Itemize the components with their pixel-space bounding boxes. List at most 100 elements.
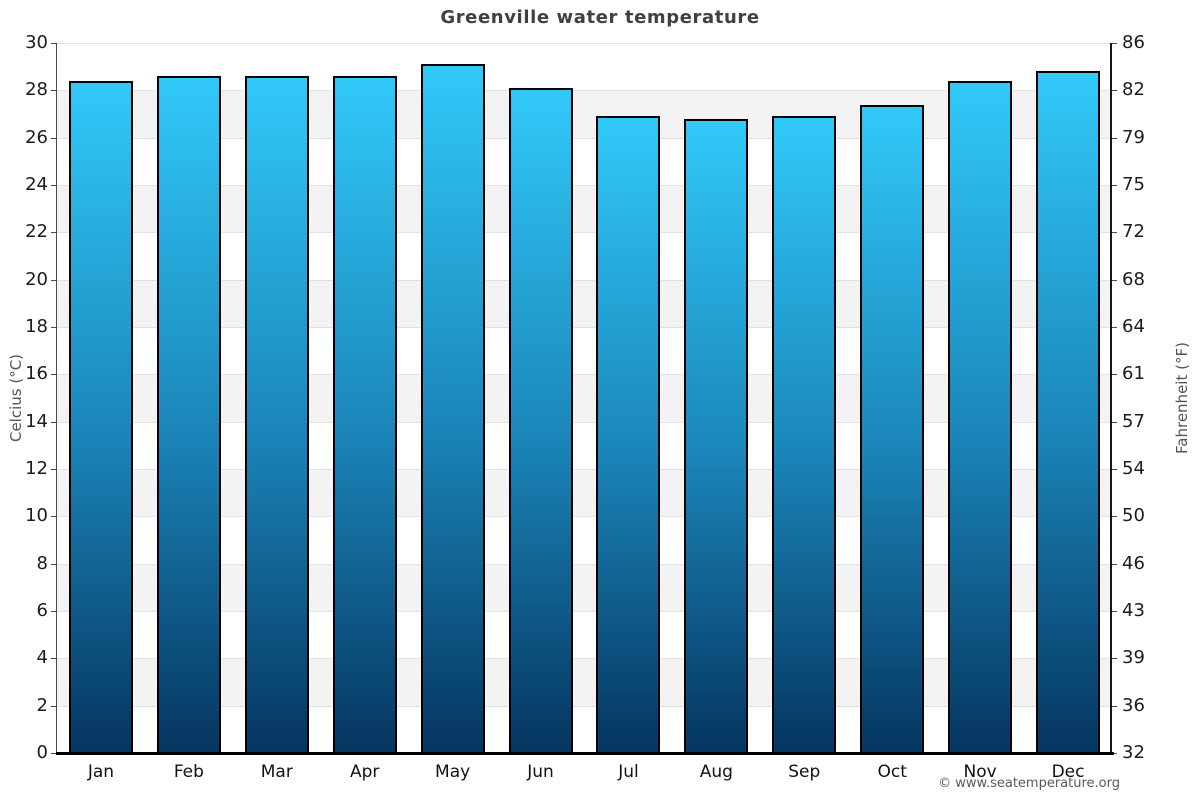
grid-band	[57, 90, 1112, 138]
y-axis-left-line	[56, 43, 57, 753]
y-tick-left-8: 8	[36, 552, 48, 574]
y-tick-left-12: 12	[25, 458, 48, 479]
x-tick-mar: Mar	[260, 762, 293, 782]
tick-left	[51, 138, 56, 139]
gridline	[57, 232, 1112, 233]
y-tick-left-18: 18	[25, 316, 48, 337]
bar-dec	[1036, 71, 1101, 753]
grid-band	[57, 658, 1112, 706]
y-tick-right-32: 32	[1122, 742, 1145, 763]
tick-right	[1112, 43, 1117, 44]
y-tick-right-54: 54	[1122, 458, 1145, 479]
gridline	[57, 658, 1112, 659]
y-tick-left-26: 26	[25, 126, 48, 148]
y-tick-left-20: 20	[25, 268, 48, 290]
y-tick-left-10: 10	[25, 505, 48, 527]
bar-jul	[596, 116, 661, 753]
tick-right	[1112, 138, 1117, 139]
gridline	[57, 43, 1112, 44]
tick-right	[1112, 469, 1117, 470]
gridline	[57, 90, 1112, 91]
y-tick-right-82: 82	[1122, 79, 1145, 101]
tick-left	[51, 43, 56, 44]
y-tick-right-50: 50	[1122, 505, 1145, 527]
tick-left	[51, 374, 56, 375]
tick-left	[51, 469, 56, 470]
y-tick-left-4: 4	[36, 647, 48, 669]
y-axis-right-line	[1110, 43, 1112, 753]
y-tick-right-61: 61	[1122, 363, 1145, 385]
chart-title: Greenville water temperature	[440, 7, 760, 28]
y-axis-right-title: Fahrenheit (°F)	[1173, 342, 1192, 454]
bar-mar	[244, 76, 309, 753]
bar-feb	[156, 76, 221, 753]
grid-band	[57, 374, 1112, 422]
x-axis-line	[56, 752, 1114, 755]
y-tick-right-46: 46	[1122, 552, 1145, 574]
y-tick-right-75: 75	[1122, 174, 1145, 195]
gridline	[57, 564, 1112, 565]
tick-left	[51, 185, 56, 186]
tick-right	[1112, 280, 1117, 281]
gridline	[57, 374, 1112, 375]
y-tick-left-28: 28	[25, 79, 48, 101]
x-tick-dec: Dec	[1051, 762, 1085, 782]
gridline	[57, 138, 1112, 139]
y-tick-right-36: 36	[1122, 694, 1145, 716]
x-tick-jun: Jun	[527, 762, 554, 782]
y-tick-left-24: 24	[25, 174, 48, 195]
bar-nov	[948, 81, 1013, 753]
bar-jun	[508, 88, 573, 753]
grid-band	[57, 279, 1112, 327]
x-tick-nov: Nov	[963, 762, 997, 782]
tick-left	[51, 232, 56, 233]
y-tick-left-22: 22	[25, 221, 48, 243]
gridline	[57, 516, 1112, 517]
gridline	[57, 706, 1112, 707]
gridline	[57, 280, 1112, 281]
tick-left	[51, 516, 56, 517]
gridline	[57, 327, 1112, 328]
tick-right	[1112, 564, 1117, 565]
y-tick-left-14: 14	[25, 410, 48, 432]
x-tick-may: May	[435, 762, 471, 782]
tick-right	[1112, 185, 1117, 186]
bar-may	[420, 64, 485, 753]
x-tick-oct: Oct	[877, 762, 907, 782]
y-tick-left-0: 0	[36, 742, 48, 763]
tick-left	[51, 658, 56, 659]
tick-right	[1112, 753, 1117, 754]
tick-left	[51, 706, 56, 707]
plot-area	[57, 43, 1112, 753]
tick-left	[51, 280, 56, 281]
tick-right	[1112, 90, 1117, 91]
y-tick-left-2: 2	[36, 694, 48, 716]
x-tick-apr: Apr	[349, 762, 380, 782]
gridline	[57, 422, 1112, 423]
gridline	[57, 611, 1112, 612]
tick-left	[51, 753, 56, 754]
tick-right	[1112, 232, 1117, 233]
x-tick-jan: Jan	[87, 762, 115, 782]
bar-oct	[860, 105, 925, 753]
y-tick-left-30: 30	[25, 32, 48, 53]
bar-jan	[68, 81, 133, 753]
x-tick-sep: Sep	[788, 762, 821, 782]
tick-right	[1112, 374, 1117, 375]
grid-band	[57, 469, 1112, 517]
y-tick-right-72: 72	[1122, 221, 1145, 243]
y-tick-left-16: 16	[25, 363, 48, 385]
y-tick-left-6: 6	[36, 600, 48, 621]
tick-left	[51, 90, 56, 91]
tick-left	[51, 564, 56, 565]
tick-right	[1112, 422, 1117, 423]
y-tick-right-39: 39	[1122, 647, 1145, 669]
gridline	[57, 185, 1112, 186]
y-tick-right-57: 57	[1122, 410, 1145, 432]
tick-left	[51, 422, 56, 423]
tick-right	[1112, 706, 1117, 707]
tick-right	[1112, 327, 1117, 328]
gridline	[57, 469, 1112, 470]
y-tick-right-79: 79	[1122, 126, 1145, 148]
